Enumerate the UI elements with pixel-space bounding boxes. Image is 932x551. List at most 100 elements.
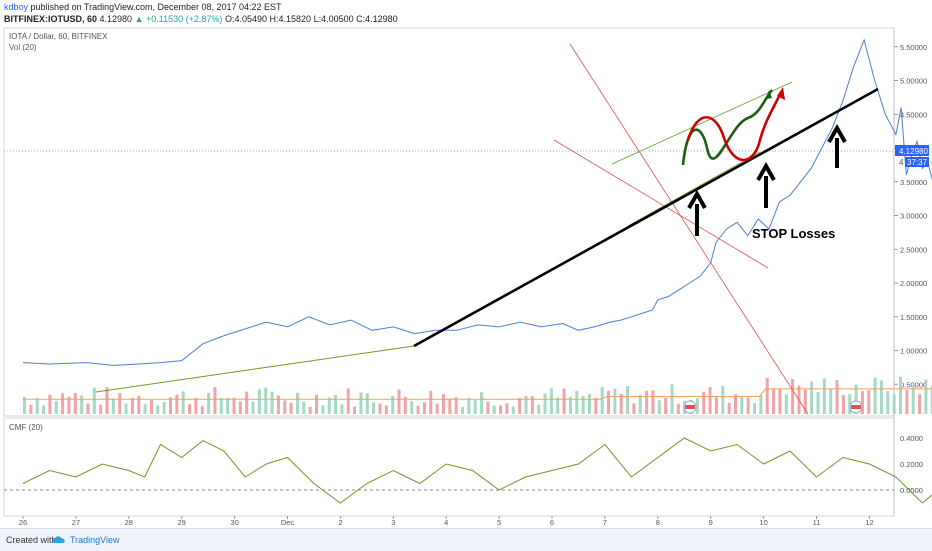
volume-bar <box>924 379 928 414</box>
green-arrow-icon <box>766 90 772 99</box>
volume-bar <box>829 388 833 414</box>
base-trendline[interactable] <box>95 345 415 393</box>
volume-bar <box>759 394 763 414</box>
volume-bar <box>384 405 388 414</box>
volume-bar <box>676 403 680 414</box>
last-price: 4.12980 <box>99 14 133 24</box>
price-tick-label: 1.00000 <box>900 347 927 356</box>
volume-bar <box>435 403 439 414</box>
volume-bar <box>207 392 211 414</box>
volume-bar <box>619 394 623 414</box>
volume-bar <box>143 403 147 414</box>
volume-bar <box>353 406 357 414</box>
volume-bar <box>397 389 401 414</box>
volume-bar <box>746 397 750 414</box>
volume-bar <box>816 392 820 414</box>
close-value: C:4.12980 <box>356 14 398 24</box>
volume-bar <box>664 397 668 414</box>
volume-bar <box>213 387 217 414</box>
volume-bar <box>886 391 890 414</box>
red-projection-path[interactable] <box>686 91 783 162</box>
volume-bar <box>702 391 706 414</box>
chart-canvas[interactable]: 0.50000 1.00000 1.50000 2.00000 2.50000 3.000… <box>0 0 932 528</box>
volume-bar <box>778 388 782 414</box>
red-arrow-icon <box>777 87 785 100</box>
time-tick-label: 11 <box>813 518 821 527</box>
low-value: L:4.00500 <box>313 14 354 24</box>
green-projection-path[interactable] <box>681 89 774 166</box>
flag-stripe <box>685 405 695 409</box>
time-tick-label: 8 <box>656 518 660 527</box>
volume-bar <box>283 400 287 414</box>
volume-bar <box>657 400 661 414</box>
volume-bar <box>594 397 598 414</box>
tradingview-link[interactable]: TradingView <box>70 535 120 545</box>
volume-bar <box>105 387 109 414</box>
price-line[interactable] <box>22 38 932 366</box>
channel-upper-line[interactable] <box>569 43 809 415</box>
volume-bar <box>873 377 877 414</box>
time-tick-label: 26 <box>19 518 27 527</box>
volume-bar <box>327 397 331 414</box>
volume-bar <box>568 396 572 414</box>
volume-bar <box>810 381 814 414</box>
volume-bar <box>486 401 490 414</box>
up-arrow-icon <box>756 161 776 208</box>
volume-legend[interactable]: Vol (20) <box>9 43 37 52</box>
volume-bars <box>23 376 932 414</box>
volume-bar <box>562 388 566 414</box>
volume-bar <box>359 392 363 414</box>
volume-bar <box>61 393 65 414</box>
time-axis[interactable]: 26 27 28 29 30 Dec 2 3 4 5 6 7 8 9 10 11 12 <box>19 516 874 527</box>
volume-bar <box>714 397 718 414</box>
main-support-trendline[interactable] <box>413 87 879 348</box>
volume-bar <box>791 379 795 414</box>
time-tick-label: 4 <box>444 518 448 527</box>
wedge-upper-line[interactable] <box>611 81 793 165</box>
volume-bar <box>391 395 395 414</box>
price-tag <box>895 145 929 156</box>
volume-bar <box>638 394 642 414</box>
price-axis[interactable]: 0.50000 1.00000 1.50000 2.00000 2.50000 3.000… <box>894 43 927 390</box>
volume-bar <box>543 393 547 414</box>
price-tick-label: 3.00000 <box>900 212 927 221</box>
time-tick-label: 2 <box>338 518 342 527</box>
volume-bar <box>803 389 807 414</box>
volume-bar <box>524 395 528 414</box>
volume-bar <box>245 391 249 414</box>
cmf-line[interactable] <box>22 437 932 504</box>
volume-bar <box>295 392 299 414</box>
volume-bar <box>765 378 769 414</box>
stop-losses-annotation: STOP Losses <box>752 226 835 241</box>
volume-bar <box>892 394 896 414</box>
volume-bar <box>200 406 204 414</box>
countdown-value: 37:37 <box>907 158 928 167</box>
cmf-pane-frame <box>3 417 895 517</box>
up-arrow-icon <box>827 123 847 168</box>
cmf-legend[interactable]: CMF (20) <box>9 423 43 432</box>
time-tick-label: 10 <box>759 518 767 527</box>
volume-bar <box>505 403 509 414</box>
volume-bar <box>860 391 864 414</box>
volume-bar <box>270 391 274 414</box>
volume-bar <box>480 392 484 414</box>
volume-bar <box>727 402 731 414</box>
volume-bar <box>378 403 382 414</box>
channel-lower-line[interactable] <box>553 139 769 269</box>
author-name[interactable]: kdboy <box>4 2 29 12</box>
wedge-lower-line[interactable] <box>627 151 761 227</box>
time-tick-label: 9 <box>709 518 713 527</box>
cmf-axis[interactable]: 0.4000 0.2000 0.0000 <box>900 434 923 495</box>
volume-bar <box>784 394 788 414</box>
volume-bar <box>645 390 649 414</box>
volume-bar <box>29 404 33 414</box>
time-tick-label: 7 <box>603 518 607 527</box>
price-tick-label: 3.50000 <box>900 178 927 187</box>
volume-bar <box>321 405 325 414</box>
price-tick-label: 4.50000 <box>900 110 927 119</box>
volume-bar <box>130 397 134 414</box>
volume-bar <box>911 385 915 414</box>
volume-bar <box>23 396 26 414</box>
volume-ma-line <box>23 388 932 400</box>
volume-bar <box>169 397 173 414</box>
